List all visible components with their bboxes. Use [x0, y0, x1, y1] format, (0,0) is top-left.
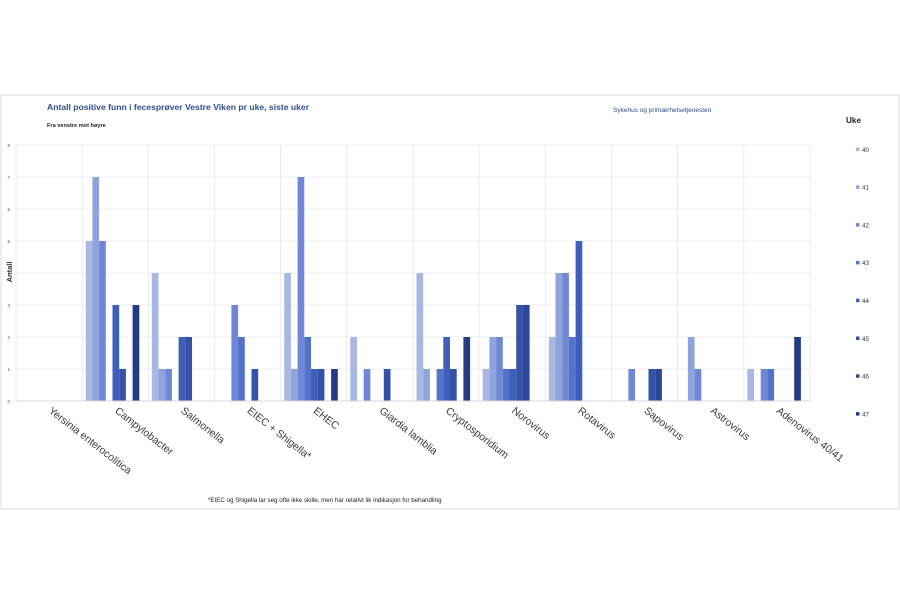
legend-swatch	[856, 412, 860, 416]
bar	[443, 337, 450, 401]
bar	[516, 305, 523, 401]
footnote: *EIEC og Shigella lar seg ofte ikke skil…	[208, 497, 442, 504]
legend-swatch	[856, 147, 860, 151]
y-tick-label: 3	[7, 303, 10, 308]
bar	[383, 369, 391, 401]
bar	[694, 369, 702, 401]
bar	[99, 241, 106, 401]
bar	[158, 369, 166, 401]
bar	[132, 305, 140, 401]
bar	[747, 369, 754, 401]
bar	[509, 369, 517, 401]
legend-label: 42	[862, 222, 869, 229]
legend-label: 46	[862, 374, 869, 381]
bar	[760, 369, 768, 401]
chart-frame	[0, 94, 900, 510]
legend-swatch	[856, 260, 860, 265]
bar	[568, 337, 576, 401]
bar	[548, 337, 556, 401]
bar	[502, 369, 510, 401]
bar	[489, 337, 497, 401]
grid-layer	[15, 144, 811, 402]
bar	[416, 273, 424, 401]
bar	[238, 337, 245, 401]
bar	[794, 337, 801, 401]
bar	[555, 273, 563, 401]
bar	[178, 337, 186, 401]
y-tick-label: 2	[7, 335, 10, 340]
bar	[562, 273, 569, 401]
y-tick-label: 7	[7, 175, 10, 180]
bar	[655, 369, 662, 401]
chart-title: Antall positive funn i fecesprøver Vestr…	[47, 102, 310, 112]
legend-swatch	[856, 336, 860, 340]
bar	[648, 369, 656, 401]
bar	[297, 177, 305, 401]
legend-label: 47	[862, 411, 869, 418]
legend-swatch	[856, 298, 860, 303]
bar	[85, 241, 93, 401]
legend-title: Uke	[846, 116, 861, 125]
bar	[628, 369, 636, 401]
bar	[317, 369, 325, 401]
bar	[496, 337, 503, 401]
bar	[575, 241, 583, 401]
bar	[231, 305, 239, 401]
bar	[463, 337, 471, 401]
y-tick-label: 4	[7, 271, 10, 276]
y-axis-label: Antall	[5, 262, 14, 283]
y-tick-label: 6	[7, 207, 10, 212]
legend-swatch	[856, 185, 860, 189]
y-tick-label: 1	[7, 367, 10, 372]
legend-swatch	[856, 374, 860, 378]
bar	[767, 369, 775, 401]
legend-layer: 40 41 42 43 44 45 46 47	[856, 147, 869, 418]
y-tick-label: 0	[7, 399, 10, 404]
legend-label: 41	[862, 185, 869, 192]
legend-swatch	[856, 223, 860, 227]
bar	[331, 369, 338, 401]
legend-label: 44	[862, 298, 869, 305]
y-tick-label: 8	[7, 143, 10, 148]
legend-label: 43	[862, 260, 869, 267]
bar	[251, 369, 259, 401]
bar	[304, 337, 311, 401]
bar	[687, 337, 695, 401]
bar	[363, 369, 371, 401]
legend-label: 40	[862, 147, 869, 154]
bar	[119, 369, 126, 401]
chart-subtitle: Fra venstre mot høyre	[47, 123, 106, 129]
bar	[284, 273, 291, 401]
bar	[522, 305, 530, 401]
bar	[450, 369, 457, 401]
bar	[482, 369, 490, 401]
bar	[165, 369, 172, 401]
legend-label: 45	[862, 336, 869, 343]
bar	[185, 337, 192, 401]
bar	[151, 273, 159, 401]
bar	[436, 369, 444, 401]
chart-right-title: Sykehus og primærhelsetjenesten	[613, 107, 712, 114]
bars-layer	[85, 177, 801, 401]
bar	[112, 305, 120, 401]
bar	[92, 177, 100, 401]
bar	[290, 369, 298, 401]
bar	[350, 337, 357, 401]
bar	[423, 369, 430, 401]
bar	[311, 369, 318, 401]
y-tick-label: 5	[7, 239, 10, 244]
